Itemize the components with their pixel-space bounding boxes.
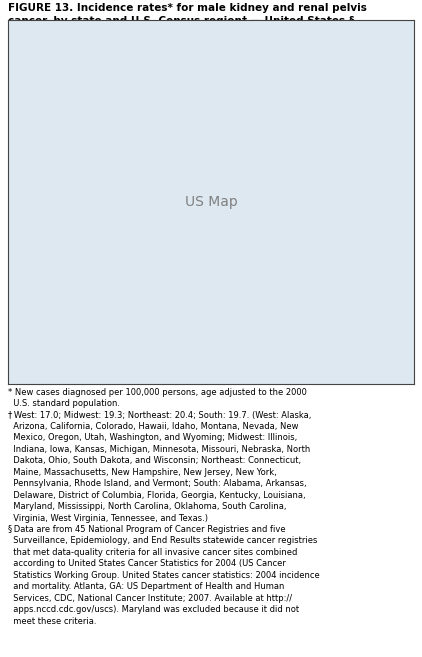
Text: FIGURE 13. Incidence rates* for male kidney and renal pelvis
cancer, by state an: FIGURE 13. Incidence rates* for male kid…: [8, 3, 367, 39]
Text: US Map: US Map: [185, 195, 237, 209]
Text: * New cases diagnosed per 100,000 persons, age adjusted to the 2000
  U.S. stand: * New cases diagnosed per 100,000 person…: [8, 388, 320, 625]
